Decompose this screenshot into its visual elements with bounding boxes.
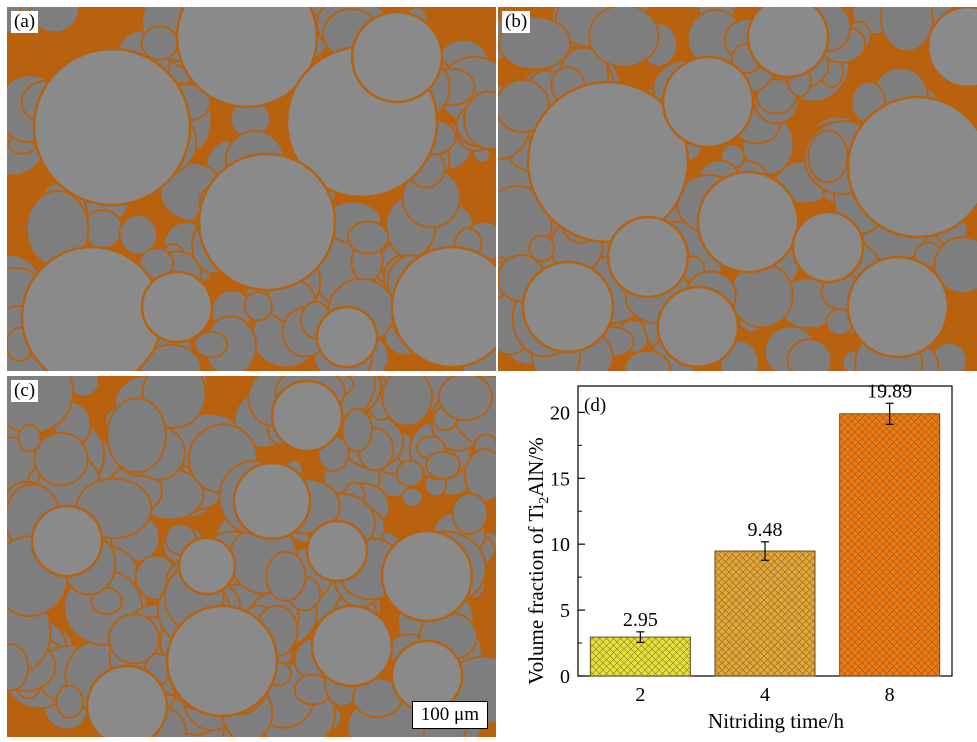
grain — [381, 376, 433, 427]
x-tick-label: 4 — [760, 684, 770, 706]
powder-particle — [30, 504, 104, 578]
powder-particle — [32, 47, 192, 207]
powder-particle — [140, 270, 214, 344]
y-tick-label: 10 — [550, 534, 570, 556]
grain — [463, 90, 496, 150]
y-tick-label: 5 — [560, 600, 570, 622]
powder-particle — [85, 664, 169, 737]
powder-particle — [926, 7, 977, 89]
grain — [7, 642, 30, 692]
powder-particle — [746, 7, 830, 79]
powder-particle — [305, 519, 369, 583]
bar-chart-panel: 0 5 10 15 20 2 4 8 2.95 9.48 19.89 (d) Nitriding … — [498, 376, 977, 737]
bar-chart: 0 5 10 15 20 2 4 8 2.95 9.48 19.89 (d) Nitriding … — [524, 380, 953, 733]
grain — [528, 234, 556, 263]
powder-particle — [846, 95, 977, 239]
powder-particle — [521, 260, 615, 354]
grain — [424, 450, 461, 480]
x-tick-label: 2 — [635, 684, 645, 706]
y-tick-label: 15 — [550, 468, 570, 490]
powder-particle — [270, 379, 344, 453]
bar-hatch-4h — [715, 551, 815, 676]
grain — [807, 129, 849, 184]
panel-label-b: (b) — [502, 11, 531, 33]
grain — [17, 423, 42, 453]
micrograph-b-image — [498, 7, 977, 371]
grain — [55, 684, 84, 719]
value-label: 2.95 — [623, 609, 658, 631]
grain — [933, 236, 977, 295]
powder-particle — [175, 7, 319, 109]
powder-particle — [315, 305, 379, 369]
powder-particle — [606, 215, 690, 299]
powder-particle — [232, 461, 312, 541]
grain — [341, 407, 373, 453]
grain — [622, 349, 672, 371]
powder-particle — [526, 80, 690, 244]
grain — [451, 492, 489, 535]
grain — [729, 262, 794, 329]
value-label: 19.89 — [867, 380, 912, 402]
grain — [498, 78, 550, 134]
powder-particle — [846, 255, 950, 359]
panel-label-a: (a) — [11, 11, 39, 33]
grain — [28, 7, 80, 34]
bar-hatch-8h — [839, 413, 940, 676]
grain — [118, 214, 159, 256]
x-tick-label: 8 — [885, 684, 895, 706]
micrograph-c-image — [7, 376, 496, 737]
grain — [437, 376, 493, 422]
chart-panel-label: (d) — [584, 395, 606, 416]
grain — [879, 7, 934, 53]
micrograph-a-image — [7, 7, 496, 371]
powder-particle — [380, 529, 474, 623]
grain — [90, 587, 123, 616]
grain — [588, 7, 660, 68]
powder-particle — [791, 210, 865, 284]
grain — [106, 397, 167, 474]
grain — [107, 613, 161, 665]
bar-hatch-2h — [590, 637, 691, 676]
powder-particle — [661, 55, 755, 149]
value-label: 9.48 — [748, 519, 783, 541]
y-tick-label: 20 — [550, 402, 570, 424]
y-axis-label: Volume fraction of Ti2AlN/% — [524, 437, 552, 685]
grain — [193, 330, 229, 359]
x-axis-label: Nitriding time/h — [708, 709, 844, 733]
scale-bar: 100 μm — [411, 701, 488, 729]
powder-particle — [177, 536, 237, 596]
grain — [82, 209, 124, 250]
powder-particle — [310, 604, 394, 688]
y-tick-label: 0 — [560, 666, 570, 688]
panel-label-c: (c) — [11, 380, 39, 402]
grain — [401, 486, 424, 509]
grain — [33, 431, 89, 487]
powder-particle — [165, 604, 279, 718]
grain — [395, 459, 425, 488]
powder-particle — [656, 285, 740, 369]
grain — [140, 25, 179, 61]
grain — [243, 290, 273, 322]
grain — [265, 550, 307, 602]
grain — [347, 220, 390, 255]
chart-bars: 2.95 9.48 19.89 — [589, 380, 941, 677]
micrograph-a: (a) — [7, 7, 496, 371]
grain — [786, 338, 833, 371]
powder-particle — [696, 170, 800, 274]
powder-particle — [350, 10, 444, 104]
chart-axes: 0 5 10 15 20 2 4 8 — [550, 385, 953, 706]
powder-particle — [390, 245, 496, 369]
micrograph-b: (b) — [498, 7, 977, 371]
micrograph-c: (c) 100 μm — [7, 376, 496, 737]
powder-particle — [197, 152, 337, 292]
